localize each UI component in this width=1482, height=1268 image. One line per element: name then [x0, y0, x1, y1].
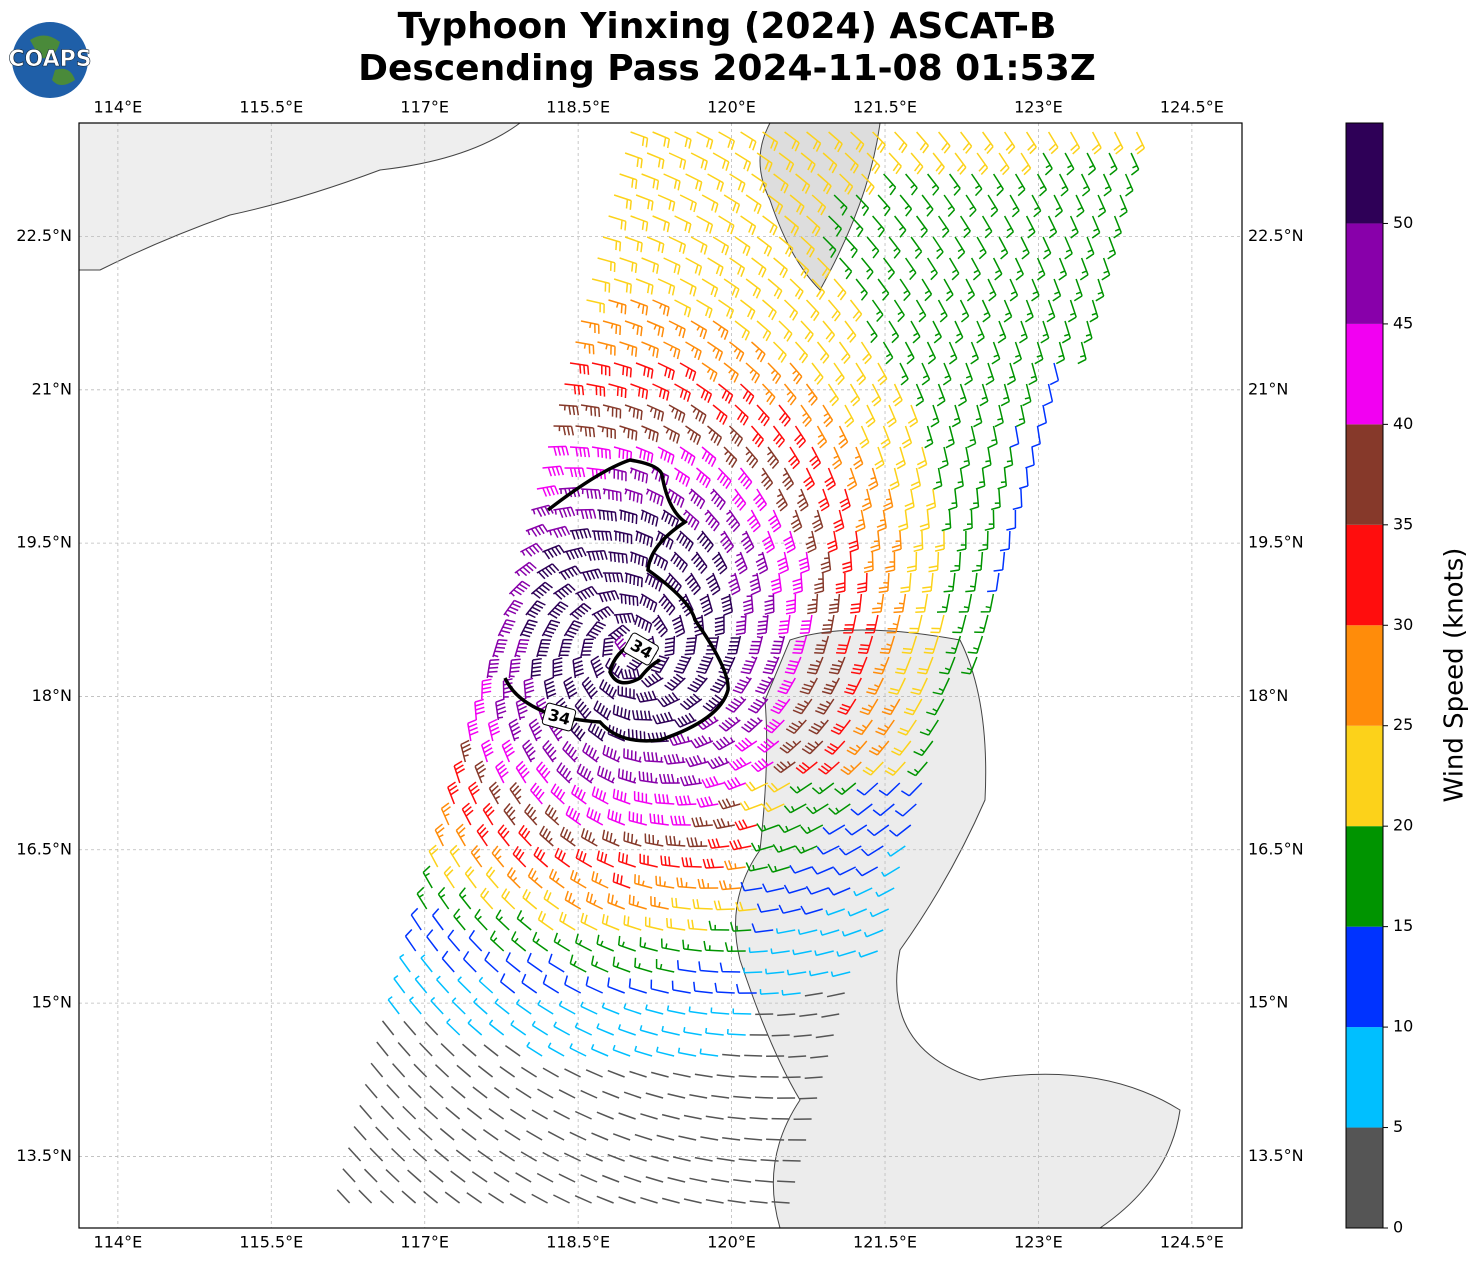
chart-title: Descending Pass 2024-11-08 01:53Z [358, 48, 1096, 89]
wind-barb [744, 1055, 762, 1056]
map [79, 123, 1242, 1228]
colorbar-segment [1346, 927, 1383, 1027]
colorbar-tick-label: 35 [1393, 514, 1413, 533]
x-tick-label: 120°E [707, 1233, 756, 1252]
y-tick-label: 22.5°N [16, 226, 72, 245]
wind-barb [755, 1097, 773, 1098]
wind-barb [766, 1139, 784, 1140]
colorbar-tick-label: 50 [1393, 213, 1413, 232]
colorbar-segment [1346, 726, 1383, 826]
y-tick-label: 16.5°N [16, 839, 72, 858]
x-tick-label: 115.5°E [239, 98, 303, 117]
y-tick-label: 19.5°N [1248, 533, 1304, 552]
wind-barb [799, 1098, 817, 1099]
y-tick-label: 21°N [1248, 379, 1288, 398]
x-tick-label: 123°E [1014, 1233, 1063, 1252]
wind-barb [783, 1161, 801, 1162]
colorbar-segment [1346, 324, 1383, 424]
colorbar-segment [1346, 223, 1383, 323]
colorbar-tick-label: 20 [1393, 816, 1413, 835]
colorbar-segment [1346, 826, 1383, 926]
y-tick-label: 18°N [1248, 686, 1288, 705]
colorbar-segment [1346, 1027, 1383, 1127]
x-tick-label: 120°E [707, 98, 756, 117]
y-tick-label: 13.5°N [1248, 1146, 1304, 1165]
y-tick-label: 19.5°N [16, 533, 72, 552]
x-tick-label: 124.5°E [1160, 1233, 1224, 1252]
x-tick-label: 121.5°E [853, 98, 917, 117]
colorbar-segment [1346, 525, 1383, 625]
x-tick-label: 115.5°E [239, 1233, 303, 1252]
colorbar-tick-label: 45 [1393, 313, 1413, 332]
x-tick-label: 123°E [1014, 98, 1063, 117]
x-tick-label: 124.5°E [1160, 98, 1224, 117]
y-tick-label: 18°N [32, 686, 72, 705]
y-tick-label: 21°N [32, 379, 72, 398]
x-tick-label: 118.5°E [546, 1233, 610, 1252]
colorbar-segment [1346, 424, 1383, 524]
colorbar-label: Wind Speed (knots) [1440, 548, 1470, 803]
y-tick-label: 15°N [32, 993, 72, 1012]
x-tick-label: 118.5°E [546, 98, 610, 117]
chart-title: Typhoon Yinxing (2024) ASCAT-B [398, 6, 1057, 47]
wind-barb [783, 1077, 801, 1078]
x-tick-label: 117°E [400, 1233, 449, 1252]
y-tick-label: 22.5°N [1248, 226, 1304, 245]
colorbar-tick-label: 5 [1393, 1117, 1403, 1136]
wind-barb [772, 1035, 790, 1036]
logo-text: COAPS [8, 47, 91, 72]
colorbar-segment [1346, 1128, 1383, 1228]
colorbar-segment [1346, 123, 1383, 223]
colorbar-tick-label: 40 [1393, 414, 1413, 433]
y-tick-label: 13.5°N [16, 1146, 72, 1165]
x-tick-label: 117°E [400, 98, 449, 117]
colorbar-tick-label: 10 [1393, 1017, 1413, 1036]
y-tick-label: 15°N [1248, 993, 1288, 1012]
colorbar-tick-label: 25 [1393, 715, 1413, 734]
colorbar-tick-label: 0 [1393, 1218, 1403, 1237]
colorbar-tick-label: 15 [1393, 916, 1413, 935]
logo: COAPS [8, 22, 91, 98]
map-background [79, 123, 1242, 1228]
wind-barb [777, 1181, 795, 1182]
x-tick-label: 114°E [94, 98, 143, 117]
colorbar-tick-label: 30 [1393, 615, 1413, 634]
y-tick-label: 16.5°N [1248, 839, 1304, 858]
x-tick-label: 121.5°E [853, 1233, 917, 1252]
colorbar-segment [1346, 625, 1383, 725]
x-tick-label: 114°E [94, 1233, 143, 1252]
